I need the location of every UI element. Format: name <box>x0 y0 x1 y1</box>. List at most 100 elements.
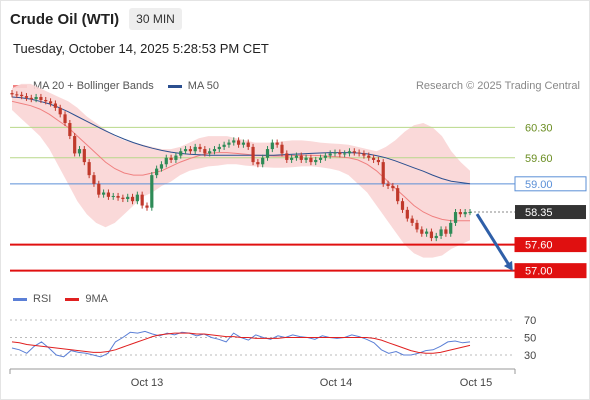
ma50-line <box>11 96 471 185</box>
candle-body-50 <box>251 146 255 163</box>
rsi-ma9-line <box>11 332 471 354</box>
candle-body-39 <box>198 146 202 150</box>
candle-body-87 <box>429 231 434 239</box>
candle-body-58 <box>290 157 294 160</box>
legend-item-ma50: MA 50 <box>167 80 219 92</box>
candle-body-64 <box>318 157 323 160</box>
candle-body-23 <box>121 197 125 200</box>
candle-body-33 <box>169 157 173 160</box>
candle-body-59 <box>294 155 299 158</box>
candle-body-82 <box>405 209 409 219</box>
candle-body-6 <box>39 96 43 101</box>
candle-body-61 <box>304 157 308 160</box>
candle-body-38 <box>193 146 197 152</box>
candle-body-17 <box>92 175 96 184</box>
candle-body-37 <box>188 149 192 152</box>
candle-body-3 <box>24 96 29 98</box>
candle-body-90 <box>444 229 448 234</box>
candle-body-57 <box>285 153 289 160</box>
candle-body-76 <box>376 159 380 163</box>
rsi-legend: RSI 9MA <box>13 293 122 305</box>
candle-body-75 <box>371 157 376 160</box>
candle-body-12 <box>68 123 72 137</box>
candle-body-49 <box>246 142 250 147</box>
candle-body-88 <box>434 235 438 239</box>
level-label-57.60: 57.60 <box>525 240 553 252</box>
header: Crude Oil (WTI) 30 MIN <box>10 7 182 31</box>
candle-body-26 <box>135 194 139 202</box>
projection-arrow-head <box>503 260 513 271</box>
candle-body-4 <box>29 97 33 100</box>
candle-body-94 <box>463 212 467 215</box>
candle-body-40 <box>203 149 207 154</box>
projection-arrow-line <box>475 213 512 268</box>
candle-body-29 <box>150 175 154 208</box>
candle-body-16 <box>87 162 91 176</box>
candle-body-54 <box>270 142 274 150</box>
rsi-tick-50: 50 <box>524 333 536 345</box>
candle-body-25 <box>130 196 135 202</box>
candle-body-84 <box>415 222 419 230</box>
candle-body-27 <box>140 194 144 206</box>
candle-body-43 <box>217 146 221 150</box>
legend-swatch-rsi <box>13 297 27 301</box>
candle-body-55 <box>275 142 279 145</box>
candle-body-79 <box>391 185 395 189</box>
candle-body-24 <box>126 196 130 200</box>
main-legend: MA 20 + Bollinger Bands MA 50 <box>13 80 233 92</box>
candle-body-32 <box>164 157 168 165</box>
candle-body-69 <box>343 153 347 155</box>
level-box-58.35 <box>515 205 586 220</box>
timestamp: Tuesday, October 14, 2025 5:28:53 PM CET <box>13 41 269 56</box>
candle-body-72 <box>357 152 361 154</box>
candle-body-85 <box>420 229 424 234</box>
candle-body-66 <box>328 153 332 156</box>
candle-body-65 <box>323 155 327 158</box>
candle-body-41 <box>208 151 212 154</box>
x-tick-2: Oct 15 <box>460 377 492 389</box>
candle-body-52 <box>261 157 265 165</box>
candle-body-51 <box>256 162 260 165</box>
legend-item-9ma: 9MA <box>65 293 108 305</box>
credit-text: Research © 2025 Trading Central <box>415 80 580 92</box>
legend-label-rsi: RSI <box>33 293 52 305</box>
legend-label-9ma: 9MA <box>85 293 108 305</box>
rsi-tick-30: 30 <box>524 350 536 362</box>
candle-body-28 <box>145 205 149 208</box>
candle-body-5 <box>34 96 38 100</box>
level-box-59.00 <box>514 176 587 192</box>
candle-body-42 <box>212 149 217 152</box>
candle-body-35 <box>179 151 183 156</box>
candle-body-21 <box>111 195 115 197</box>
candle-body-14 <box>77 149 82 154</box>
candle-body-60 <box>299 155 303 160</box>
candle-body-46 <box>232 140 236 143</box>
candle-body-15 <box>82 149 86 163</box>
candle-body-92 <box>453 212 458 223</box>
candle-body-11 <box>63 114 67 124</box>
rsi-line <box>11 330 471 358</box>
x-tick-0: Oct 13 <box>131 377 163 389</box>
candle-body-81 <box>400 201 405 210</box>
candle-body-34 <box>174 155 178 160</box>
candle-body-89 <box>439 229 443 236</box>
candle-body-73 <box>362 153 366 156</box>
candle-body-22 <box>116 195 120 198</box>
candle-body-78 <box>386 183 390 186</box>
candle-body-7 <box>44 100 48 102</box>
candle-body-1 <box>15 94 19 96</box>
candle-body-70 <box>347 151 352 154</box>
level-label-57.00: 57.00 <box>525 266 553 278</box>
candle-body-31 <box>159 164 164 169</box>
x-tick-1: Oct 14 <box>320 377 352 389</box>
candle-body-80 <box>396 188 400 202</box>
candle-body-74 <box>367 155 371 158</box>
candle-body-53 <box>265 149 270 158</box>
legend-swatch-9ma <box>65 297 80 301</box>
candle-body-93 <box>458 212 462 215</box>
timeframe-badge[interactable]: 30 MIN <box>129 8 182 30</box>
level-box-57.60 <box>514 237 587 253</box>
candle-body-47 <box>236 140 241 145</box>
candle-body-20 <box>106 192 111 197</box>
